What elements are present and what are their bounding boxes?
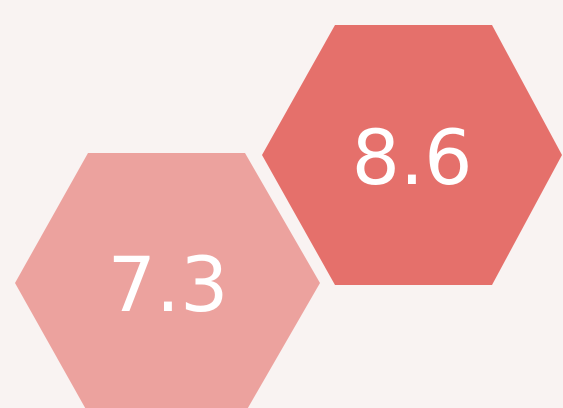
hexagon: [15, 153, 320, 408]
tile-label: 8.6: [352, 113, 473, 202]
tile-label: 7.3: [108, 240, 229, 329]
hexagon: [262, 25, 562, 285]
